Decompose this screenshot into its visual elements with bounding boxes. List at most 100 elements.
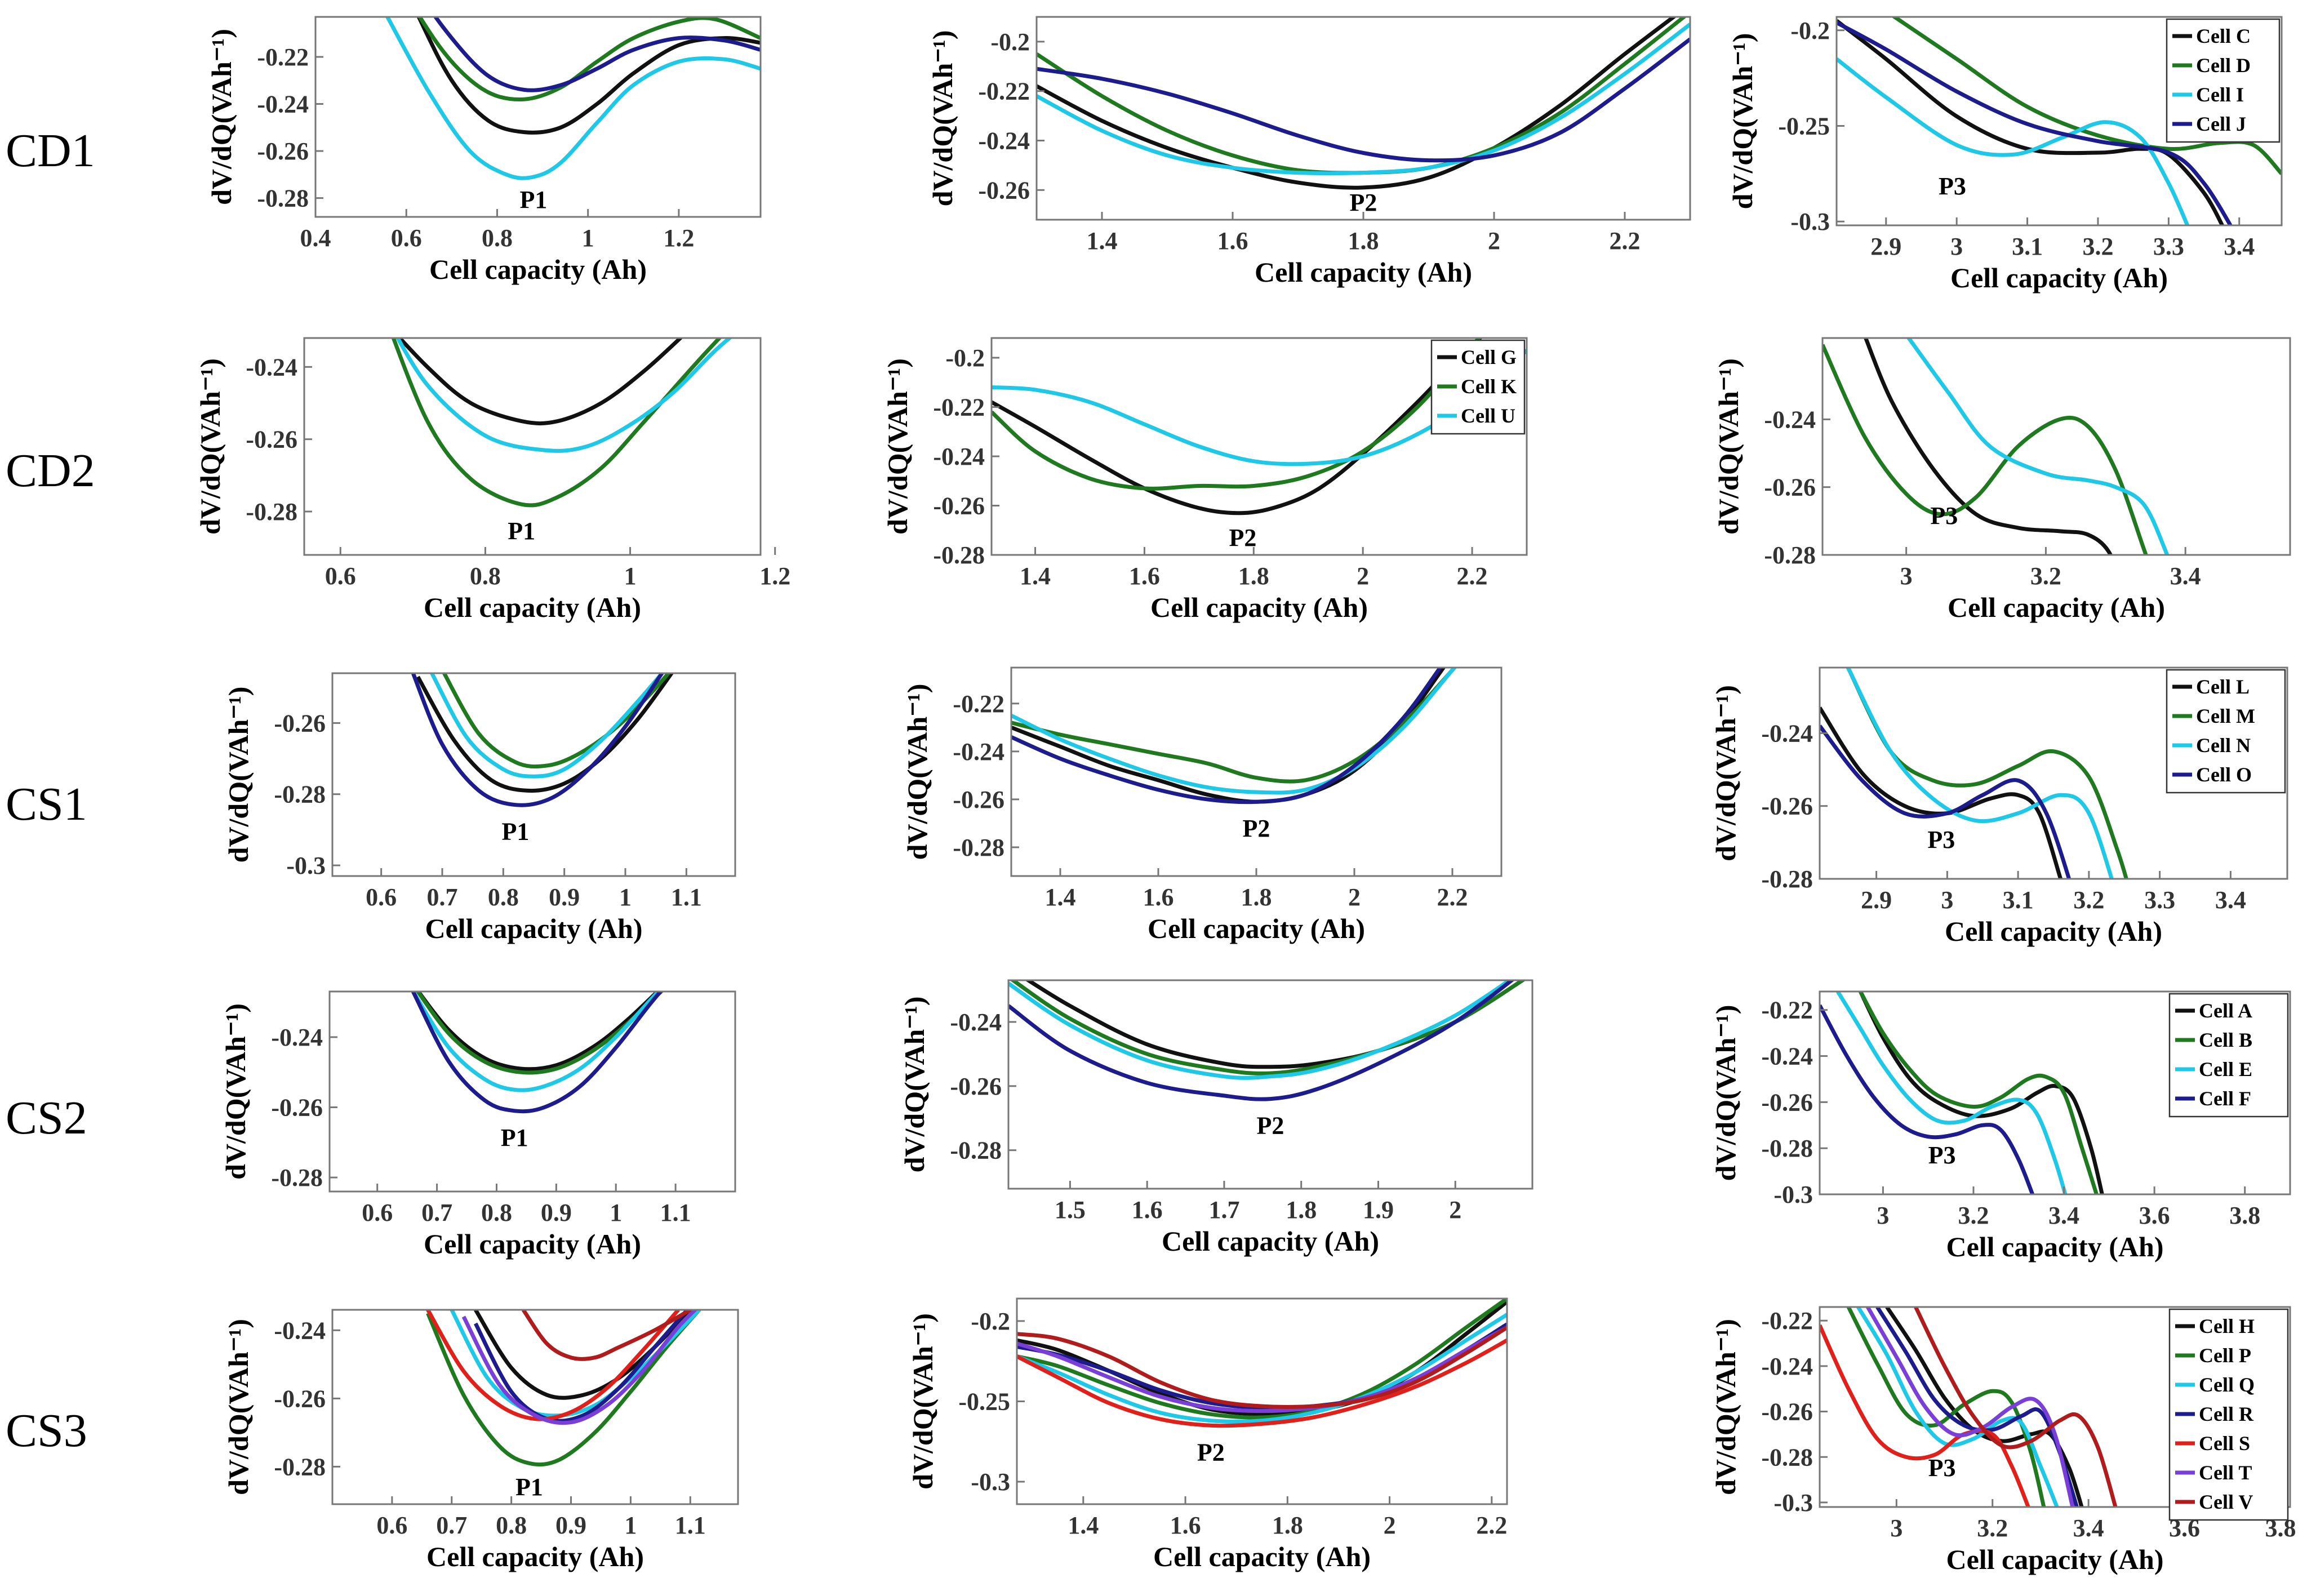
plot-frame bbox=[1835, 16, 2283, 226]
x-tick-label: 0.9 bbox=[549, 883, 580, 911]
legend: Cell C Cell D Cell I Cell J bbox=[2166, 18, 2281, 143]
row-label-cd2: CD2 bbox=[6, 444, 95, 497]
legend-entry: Cell B bbox=[2199, 1029, 2252, 1051]
series-line-cell-e bbox=[411, 992, 661, 1092]
x-tick-label: 0.8 bbox=[470, 562, 501, 590]
x-tick-label: 2 bbox=[1357, 562, 1369, 590]
y-tick-label: -0.24 bbox=[257, 91, 309, 118]
x-tick-label: 1 bbox=[582, 224, 594, 252]
y-axis-label: dV/dQ(VAh⁻¹) bbox=[206, 29, 237, 205]
x-tick-label: 1.2 bbox=[759, 562, 790, 590]
series-line-cell-l bbox=[416, 673, 674, 793]
y-tick-label: -0.28 bbox=[1761, 1135, 1813, 1162]
y-axis-label: dV/dQ(VAh⁻¹) bbox=[1713, 358, 1744, 535]
legend-entry: Cell M bbox=[2196, 705, 2255, 727]
y-axis-label: dV/dQ(VAh⁻¹) bbox=[901, 684, 933, 860]
panel-cd1-p1: 0.4 0.6 0.8 1 1.2 -0.28 -0.26 -0.24 -0.22 Cell ca… bbox=[206, 16, 762, 285]
x-tick-label: 0.8 bbox=[488, 883, 519, 911]
legend-entry: Cell U bbox=[1461, 404, 1515, 427]
legend-entry: Cell L bbox=[2196, 675, 2250, 698]
panel-cs1-p2: 1.4 1.6 1.8 2 2.2 -0.28 -0.26 -0.24 -0.22 Cell ca… bbox=[901, 666, 1503, 944]
x-tick-label: 0.9 bbox=[555, 1511, 586, 1539]
legend-entry: Cell S bbox=[2199, 1432, 2250, 1455]
series-line-cell-a bbox=[1859, 992, 2104, 1194]
panel-cd2-p3: 3 3.2 3.4 -0.28 -0.26 -0.24 Cell capacity (Ah)… bbox=[1713, 337, 2291, 623]
x-axis-label: Cell capacity (Ah) bbox=[425, 913, 642, 944]
x-axis-label: Cell capacity (Ah) bbox=[1946, 1231, 2163, 1262]
x-axis-label: Cell capacity (Ah) bbox=[426, 1541, 644, 1572]
x-tick-label: 1.1 bbox=[675, 1511, 706, 1539]
plot-frame bbox=[331, 1309, 739, 1505]
x-tick-label: 3 bbox=[1900, 562, 1913, 590]
series-line-cell-o bbox=[411, 673, 664, 807]
y-tick-label: -0.26 bbox=[953, 786, 1004, 813]
legend-entry: Cell H bbox=[2199, 1315, 2255, 1337]
peak-label: P2 bbox=[1197, 1438, 1225, 1466]
legend-entry: Cell T bbox=[2199, 1461, 2252, 1484]
x-axis-label: Cell capacity (Ah) bbox=[1162, 1225, 1379, 1257]
x-tick-label: 2 bbox=[1449, 1196, 1461, 1224]
y-tick-label: -0.26 bbox=[978, 176, 1030, 204]
x-tick-label: 2.2 bbox=[1476, 1511, 1507, 1539]
x-tick-label: 2.9 bbox=[1870, 233, 1901, 260]
panel-cs3-p1: 0.6 0.7 0.8 0.9 1 1.1 -0.28 -0.26 -0.24 Cell capa… bbox=[223, 1309, 739, 1572]
series-line-cell-h bbox=[1885, 1307, 2084, 1507]
x-tick-label: 1 bbox=[624, 1511, 637, 1539]
peak-label: P1 bbox=[502, 818, 530, 846]
x-tick-label: 0.8 bbox=[481, 1199, 512, 1226]
series-line-cell-e bbox=[1836, 992, 2068, 1194]
peak-label: P1 bbox=[519, 186, 547, 214]
x-tick-label: 0.6 bbox=[362, 1199, 393, 1226]
peak-label: P1 bbox=[501, 1124, 528, 1152]
y-tick-label: -0.24 bbox=[1761, 1043, 1813, 1070]
series-line-cell-s bbox=[1820, 1324, 2030, 1507]
series-line-cell-c bbox=[1837, 19, 2225, 225]
legend-entry: Cell N bbox=[2196, 734, 2251, 757]
peak-label: P3 bbox=[1930, 502, 1958, 530]
x-axis-label: Cell capacity (Ah) bbox=[1148, 913, 1365, 944]
x-tick-label: 2 bbox=[1348, 883, 1361, 911]
legend-entry: Cell R bbox=[2199, 1403, 2254, 1425]
row-label-cs3: CS3 bbox=[6, 1404, 87, 1457]
x-axis-label: Cell capacity (Ah) bbox=[424, 592, 641, 623]
x-tick-label: 0.6 bbox=[391, 224, 422, 252]
panel-cs3-p3: 3 3.2 3.4 3.6 3.8-0.3-0.28-0.26-0.24-0.22Cel… bbox=[1710, 1306, 2296, 1575]
series-line-cell-r bbox=[474, 1310, 690, 1423]
x-tick-label: 3.4 bbox=[2073, 1514, 2104, 1542]
x-axis-label: Cell capacity (Ah) bbox=[1255, 256, 1472, 288]
y-tick-label: -0.24 bbox=[274, 1317, 326, 1344]
x-tick-label: 0.6 bbox=[366, 883, 397, 911]
plot-frame bbox=[314, 16, 762, 218]
series-line-cell-g bbox=[1863, 338, 2113, 555]
series-line-cell-o bbox=[1011, 668, 1443, 804]
legend: Cell H Cell P Cell Q Cell R Cell S Cell T Cell… bbox=[2168, 1308, 2289, 1521]
peak-label: P3 bbox=[1939, 172, 1966, 200]
series-line-cell-j bbox=[433, 17, 761, 92]
x-tick-label: 3.1 bbox=[2003, 886, 2034, 914]
legend: Cell L Cell M Cell N Cell O bbox=[2166, 669, 2286, 794]
y-tick-label: -0.24 bbox=[1761, 1353, 1813, 1380]
x-axis-label: Cell capacity (Ah) bbox=[1945, 915, 2162, 947]
x-tick-label: 1.8 bbox=[1272, 1511, 1303, 1539]
x-tick-label: 1.6 bbox=[1132, 1196, 1163, 1224]
peak-label: P2 bbox=[1257, 1112, 1284, 1140]
y-tick-label: -0.26 bbox=[950, 1073, 1002, 1100]
legend-box bbox=[2166, 18, 2281, 143]
x-tick-label: 1 bbox=[624, 562, 637, 590]
series-line-cell-k bbox=[1823, 344, 2148, 555]
y-tick-label: -0.25 bbox=[1778, 112, 1830, 140]
y-axis-label: dV/dQ(VAh⁻¹) bbox=[899, 997, 930, 1173]
y-tick-label: -0.28 bbox=[1761, 865, 1813, 893]
legend: Cell A Cell B Cell E Cell F bbox=[2168, 993, 2289, 1118]
y-axis-label: dV/dQ(VAh⁻¹) bbox=[1710, 1005, 1741, 1181]
series-line-cell-v bbox=[1914, 1307, 2118, 1507]
y-tick-label: -0.22 bbox=[257, 43, 309, 71]
y-tick-label: -0.3 bbox=[971, 1468, 1010, 1496]
plot-frame bbox=[1819, 1306, 2291, 1508]
series-line-cell-t bbox=[461, 1310, 698, 1425]
row-label-cs1: CS1 bbox=[6, 778, 87, 830]
plot-frame bbox=[328, 990, 736, 1193]
x-tick-label: 2 bbox=[1384, 1511, 1396, 1539]
y-tick-label: -0.26 bbox=[933, 492, 985, 520]
